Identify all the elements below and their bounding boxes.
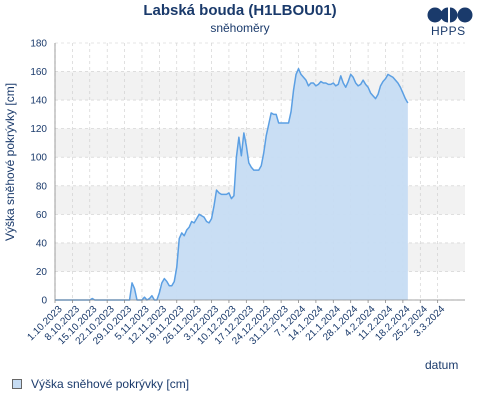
y-tick-label: 40: [36, 238, 48, 249]
x-axis-label: datum: [425, 358, 459, 372]
y-tick-label: 160: [30, 67, 47, 78]
y-tick-label: 0: [41, 296, 47, 307]
chart-title: Labská bouda (H1LBOU01): [143, 2, 337, 19]
y-tick-label: 140: [30, 96, 47, 107]
y-tick-label: 100: [30, 153, 47, 164]
y-axis-label: Výška sněhové pokrývky [cm]: [3, 82, 17, 242]
y-tick-label: 80: [36, 181, 48, 192]
y-tick-label: 180: [30, 39, 47, 50]
y-tick-label: 20: [36, 267, 48, 278]
legend: Výška sněhové pokrývky [cm]: [12, 377, 189, 391]
snow-depth-line: [55, 67, 409, 301]
snow-depth-area: [55, 68, 408, 300]
y-tick-label: 60: [36, 210, 48, 221]
legend-swatch: [12, 379, 22, 389]
hpps-logo-icon: [427, 7, 473, 23]
logo-text: HPPS: [431, 24, 466, 38]
chart-subtitle: sněhoměry: [210, 21, 270, 35]
legend-label: Výška sněhové pokrývky [cm]: [31, 377, 190, 391]
y-tick-label: 120: [30, 124, 47, 135]
